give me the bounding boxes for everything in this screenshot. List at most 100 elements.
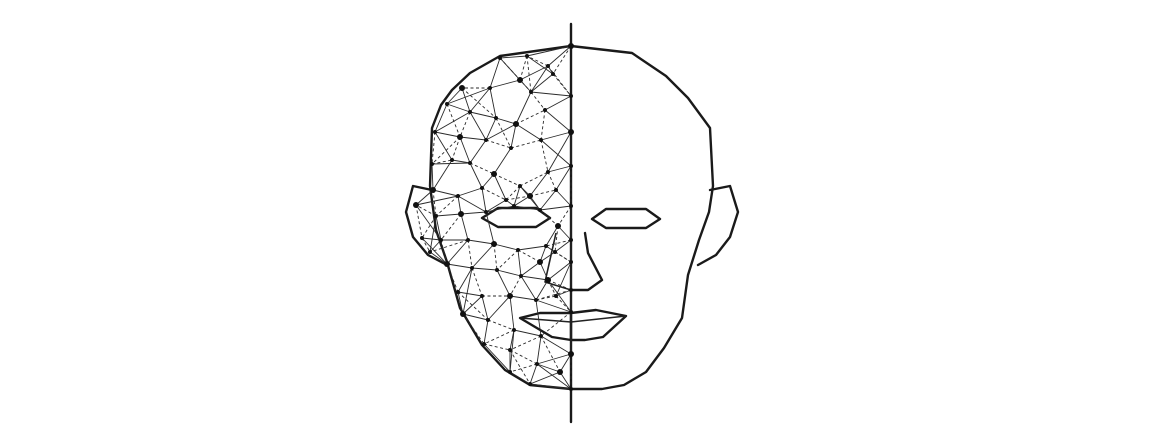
mesh-edge xyxy=(529,371,561,385)
mesh-edge xyxy=(415,204,442,241)
mesh-node xyxy=(434,214,438,218)
mesh-edge xyxy=(415,189,434,206)
right-ear xyxy=(696,184,740,267)
mesh-edge xyxy=(429,251,448,265)
mesh-edge xyxy=(540,131,572,141)
mesh-node xyxy=(491,241,497,247)
mesh-edge xyxy=(509,295,537,301)
mesh-edge xyxy=(544,109,572,133)
mesh-edge xyxy=(469,162,495,175)
mesh-edge xyxy=(535,279,549,301)
mesh-node xyxy=(488,86,492,90)
mesh-edge xyxy=(547,131,572,173)
mesh-node xyxy=(439,238,443,242)
mesh-node xyxy=(543,108,547,112)
mesh-edge xyxy=(493,173,521,187)
mesh-edge xyxy=(485,211,495,245)
mesh-edge xyxy=(529,383,572,390)
mesh-edge xyxy=(487,295,511,321)
mesh-node xyxy=(430,187,436,193)
mesh-edge xyxy=(431,159,453,165)
mesh-node xyxy=(458,211,464,217)
mesh-node xyxy=(519,274,523,278)
mesh-edge xyxy=(535,299,572,313)
mesh-edge xyxy=(530,91,546,111)
mesh-node xyxy=(569,387,573,391)
mesh-edge xyxy=(489,57,501,89)
mesh-edge xyxy=(496,249,519,271)
mesh-edge xyxy=(544,95,572,111)
mesh-edge xyxy=(505,195,531,201)
mesh-node xyxy=(456,194,460,198)
right-eye xyxy=(590,207,662,230)
mesh-edge xyxy=(496,269,511,297)
mesh-edge xyxy=(547,279,572,291)
mesh-edge xyxy=(540,335,572,355)
mesh-node xyxy=(569,238,573,242)
mesh-edge xyxy=(555,165,572,191)
mesh-edge xyxy=(485,123,517,141)
mesh-node xyxy=(518,184,522,188)
mesh-node xyxy=(428,250,432,254)
mesh-edge xyxy=(517,245,547,251)
mesh-edge xyxy=(547,261,572,281)
mesh-node xyxy=(468,161,472,165)
mesh-node xyxy=(545,277,551,283)
mesh-edge xyxy=(529,189,557,197)
mesh-edge xyxy=(432,189,459,197)
mesh-node xyxy=(504,198,508,202)
mesh-edge xyxy=(469,87,491,113)
mesh-edge xyxy=(547,45,572,67)
mesh-edge xyxy=(530,65,549,93)
mesh-node xyxy=(554,188,558,192)
mesh-edge xyxy=(557,225,572,241)
mesh-edge xyxy=(483,343,511,351)
mesh-node xyxy=(491,171,497,177)
mesh-node xyxy=(539,138,543,142)
mesh-edge xyxy=(446,103,471,113)
mesh-node xyxy=(508,370,512,374)
mesh-node xyxy=(516,248,520,252)
mesh-edge xyxy=(461,87,471,113)
mesh-edge xyxy=(510,139,542,149)
mesh-edge xyxy=(415,195,459,206)
mesh-node xyxy=(512,204,516,208)
mesh-edge xyxy=(431,162,471,165)
mesh-node xyxy=(445,102,449,106)
mesh-edge xyxy=(520,275,549,281)
mesh-edge xyxy=(483,343,511,373)
mesh-node xyxy=(430,162,434,166)
mesh-edge xyxy=(434,111,471,133)
mesh-edge xyxy=(462,267,473,315)
mesh-edge xyxy=(461,87,497,119)
mesh-edge xyxy=(467,239,473,269)
mesh-edge xyxy=(535,295,557,301)
mesh-node xyxy=(535,362,539,366)
mesh-node xyxy=(537,259,543,265)
mesh-edge xyxy=(462,313,489,321)
mesh-edge xyxy=(529,171,549,197)
mesh-edge xyxy=(509,335,542,351)
mesh-edge xyxy=(515,123,542,141)
mesh-edge xyxy=(432,159,453,191)
mesh-node xyxy=(553,250,557,254)
mesh-edge xyxy=(471,267,483,297)
mesh-edge xyxy=(536,363,561,373)
mesh-edge xyxy=(515,109,546,125)
mesh-edge xyxy=(485,139,512,149)
mesh-edge xyxy=(432,189,437,217)
mesh-edge xyxy=(421,215,437,239)
mesh-edge xyxy=(469,162,483,189)
mesh-edge xyxy=(481,187,507,201)
mesh-edge xyxy=(513,205,541,211)
mesh-edge xyxy=(440,239,448,265)
mesh-edge xyxy=(440,213,462,241)
mesh-edge xyxy=(535,289,572,301)
mesh-edge xyxy=(540,139,572,167)
mesh-edge xyxy=(547,165,572,173)
mesh-edge xyxy=(487,319,515,331)
mesh-edge xyxy=(462,313,485,345)
mesh-node xyxy=(468,110,472,114)
mesh-edge xyxy=(457,291,464,315)
mesh-edge xyxy=(540,335,561,373)
